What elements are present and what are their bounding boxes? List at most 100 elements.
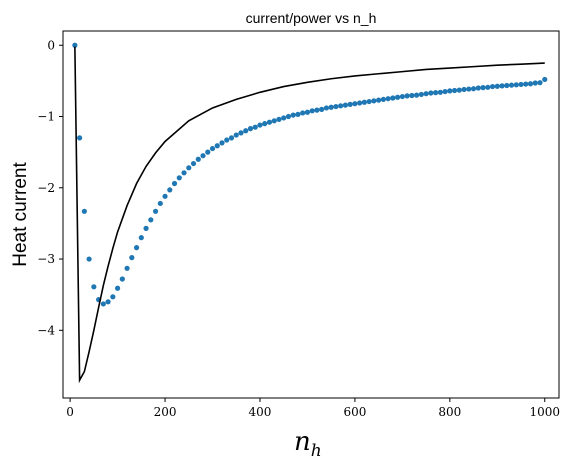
data-point	[105, 299, 111, 305]
data-point	[257, 122, 263, 128]
data-point	[100, 301, 106, 307]
data-point	[205, 149, 211, 155]
data-point	[447, 88, 453, 94]
data-point	[352, 101, 358, 107]
data-point	[271, 118, 277, 124]
data-point	[247, 126, 254, 132]
data-point	[110, 294, 116, 300]
x-tick-label: 200	[154, 405, 177, 419]
data-point	[72, 42, 78, 48]
data-point	[376, 97, 382, 103]
data-point	[276, 116, 282, 122]
data-point	[124, 265, 130, 271]
data-point	[148, 217, 154, 223]
data-point	[309, 108, 315, 114]
series-line	[74, 46, 545, 384]
x-tick-label: 400	[249, 405, 272, 419]
data-point	[437, 89, 443, 95]
data-point	[333, 103, 339, 110]
data-point	[409, 92, 415, 99]
data-point	[209, 145, 216, 152]
x-axis: 0 200 400 600 800 1000	[66, 398, 560, 419]
x-tick-label: 0	[66, 405, 74, 419]
x-axis-label-main: n	[294, 427, 311, 457]
data-point	[243, 128, 249, 134]
data-point	[423, 91, 429, 97]
data-point	[475, 85, 481, 91]
x-tick-label: 600	[343, 405, 366, 419]
y-tick-label: −3	[37, 252, 55, 266]
data-point	[537, 80, 543, 86]
data-point	[518, 81, 524, 88]
data-point	[319, 106, 325, 112]
data-point	[295, 111, 301, 117]
data-point	[390, 95, 396, 101]
data-point	[523, 81, 529, 87]
data-point	[252, 124, 258, 130]
data-point	[181, 170, 187, 176]
data-point	[233, 132, 239, 138]
data-point	[167, 187, 173, 193]
data-point	[323, 105, 330, 111]
data-point	[404, 93, 410, 99]
y-axis-label: Heat current	[10, 162, 31, 267]
data-point	[395, 94, 401, 100]
y-tick-label: −2	[37, 181, 55, 195]
data-point	[451, 87, 458, 94]
y-tick-label: 0	[47, 38, 55, 52]
data-point	[224, 137, 230, 143]
data-point	[190, 160, 197, 167]
data-point	[262, 121, 268, 127]
y-axis: 0 −1 −2 −3 −4	[37, 38, 63, 337]
data-point	[338, 103, 344, 109]
data-point	[371, 98, 377, 104]
data-point	[176, 175, 182, 181]
data-point	[314, 107, 320, 113]
data-point	[380, 96, 386, 103]
data-point	[214, 143, 220, 149]
data-point	[432, 90, 439, 96]
data-point	[470, 86, 477, 92]
x-axis-label: nh	[294, 427, 322, 461]
data-point	[157, 200, 163, 207]
data-point	[485, 84, 491, 90]
data-point	[508, 82, 515, 88]
data-point	[266, 119, 273, 125]
data-point	[480, 85, 486, 91]
data-point	[238, 130, 244, 136]
data-point	[304, 109, 311, 115]
data-point	[489, 83, 496, 90]
data-point	[527, 81, 534, 87]
data-point	[414, 92, 420, 98]
data-point	[456, 87, 462, 93]
data-point	[91, 284, 97, 290]
data-point	[86, 256, 92, 262]
chart-title: current/power vs n_h	[246, 10, 377, 26]
plot-frame	[62, 30, 560, 399]
data-point	[77, 135, 83, 141]
data-point	[361, 99, 367, 105]
data-point	[499, 83, 505, 89]
data-point	[114, 285, 121, 291]
data-point	[366, 98, 372, 105]
data-point	[542, 76, 548, 83]
data-point	[290, 112, 296, 118]
data-point	[219, 140, 225, 146]
x-tick-label: 1000	[529, 405, 560, 419]
data-point	[285, 113, 292, 120]
data-point	[81, 208, 87, 214]
y-tick-label: −4	[37, 323, 55, 337]
data-point	[418, 91, 424, 98]
data-point	[119, 276, 125, 282]
data-point	[461, 86, 467, 93]
data-point	[300, 110, 306, 116]
data-point	[186, 165, 192, 171]
data-point	[200, 153, 206, 159]
data-point	[385, 96, 391, 102]
data-point	[504, 82, 510, 89]
data-point	[133, 245, 140, 251]
data-point	[281, 115, 287, 121]
data-point	[138, 235, 144, 241]
plot-area	[72, 42, 548, 384]
